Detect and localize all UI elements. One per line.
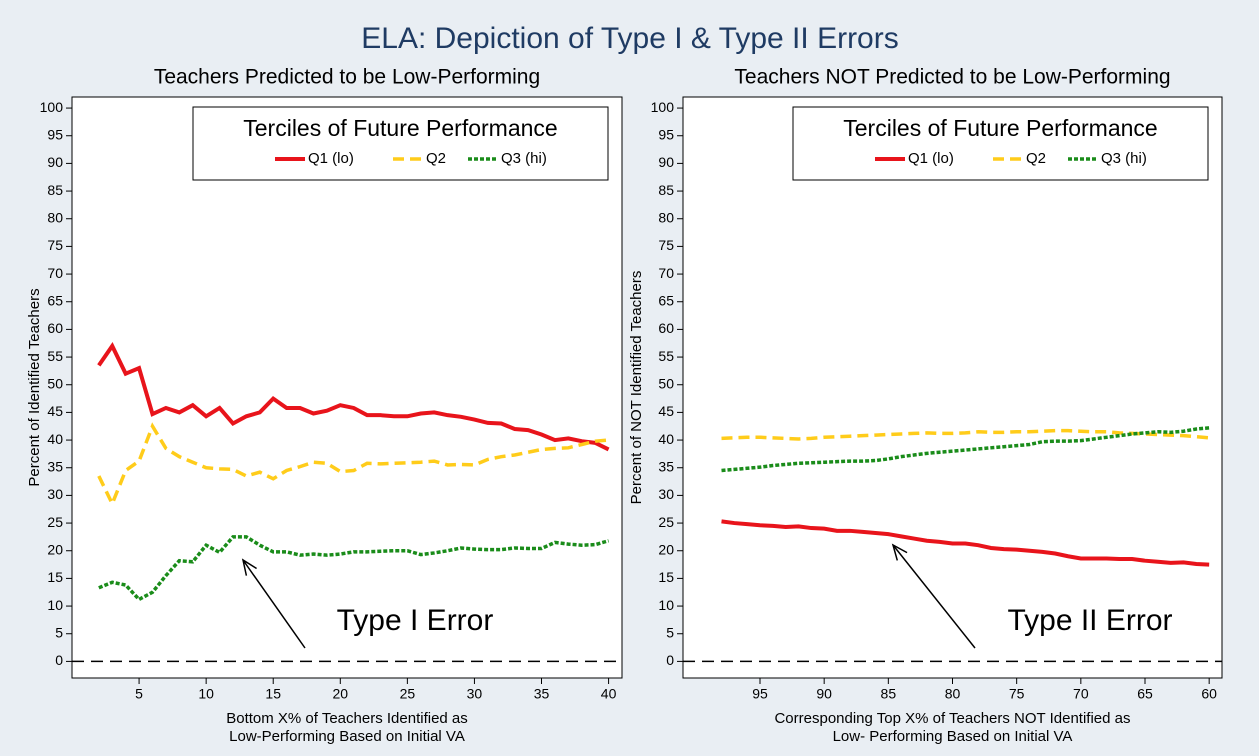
- y-axis-label: Percent of NOT Identified Teachers: [628, 271, 645, 505]
- x-tick-label: 80: [945, 686, 961, 702]
- x-axis-label: Bottom X% of Teachers Identified as: [226, 710, 468, 727]
- y-tick-label: 80: [658, 209, 674, 225]
- y-axis-label: Percent of Identified Teachers: [26, 288, 43, 486]
- y-tick-label: 40: [47, 431, 63, 447]
- x-tick-label: 40: [601, 686, 617, 702]
- annotation-arrowhead: [241, 558, 257, 576]
- x-tick-label: 75: [1009, 686, 1025, 702]
- series-line: [98, 535, 610, 602]
- legend-label: Q3 (hi): [501, 150, 547, 167]
- y-tick-label: 80: [47, 209, 63, 225]
- x-tick-label: 70: [1073, 686, 1089, 702]
- x-tick-label: 90: [816, 686, 832, 702]
- y-tick-label: 10: [47, 597, 63, 613]
- annotation-arrow: [892, 544, 976, 649]
- y-tick-label: 50: [658, 375, 674, 391]
- legend-label: Q3 (hi): [1101, 150, 1147, 167]
- legend-box: [192, 106, 609, 181]
- y-tick-label: 0: [55, 652, 63, 668]
- y-tick-label: 95: [47, 126, 63, 142]
- annotation-arrowhead: [891, 543, 908, 561]
- y-tick-label: 45: [47, 403, 63, 419]
- y-tick-label: 95: [658, 126, 674, 142]
- x-tick-label: 85: [881, 686, 897, 702]
- x-tick-label: 35: [534, 686, 550, 702]
- series-line: [97, 342, 610, 452]
- x-axis-label: Corresponding Top X% of Teachers NOT Ide…: [774, 710, 1130, 727]
- y-tick-label: 30: [658, 486, 674, 502]
- x-tick-label: 60: [1201, 686, 1217, 702]
- x-tick-label: 5: [135, 686, 143, 702]
- plot-area: [682, 96, 1223, 679]
- y-tick-label: 65: [47, 292, 63, 308]
- legend-label: Q1 (lo): [908, 150, 954, 167]
- y-tick-label: 15: [47, 569, 63, 585]
- y-tick-label: 60: [658, 320, 674, 336]
- y-tick-label: 30: [47, 486, 63, 502]
- y-tick-label: 55: [658, 348, 674, 364]
- legend-title: Terciles of Future Performance: [243, 115, 557, 141]
- y-tick-label: 65: [658, 292, 674, 308]
- plot-area: [71, 96, 623, 679]
- y-tick-label: 25: [47, 514, 63, 530]
- y-tick-label: 70: [47, 265, 63, 281]
- series-line: [721, 519, 1210, 567]
- x-tick-label: 10: [198, 686, 214, 702]
- y-tick-label: 75: [658, 237, 674, 253]
- x-tick-label: 65: [1137, 686, 1153, 702]
- x-tick-label: 20: [333, 686, 349, 702]
- series-line: [721, 426, 1210, 473]
- y-tick-label: 15: [658, 569, 674, 585]
- y-tick-label: 75: [47, 237, 63, 253]
- x-tick-label: 30: [467, 686, 483, 702]
- legend-box: [792, 106, 1209, 181]
- annotation: Type I Error: [337, 604, 494, 637]
- x-axis-label: Low-Performing Based on Initial VA: [229, 728, 465, 745]
- y-tick-label: 85: [47, 182, 63, 198]
- annotation-arrow: [242, 559, 306, 649]
- y-tick-label: 90: [47, 154, 63, 170]
- legend-label: Q1 (lo): [308, 150, 354, 167]
- y-tick-label: 85: [658, 182, 674, 198]
- legend-label: Q2: [1026, 150, 1046, 167]
- y-tick-label: 70: [658, 265, 674, 281]
- y-tick-label: 100: [651, 99, 675, 115]
- x-axis-label: Low- Performing Based on Initial VA: [833, 728, 1073, 745]
- y-tick-label: 20: [658, 541, 674, 557]
- x-tick-label: 15: [265, 686, 281, 702]
- figure-title: ELA: Depiction of Type I & Type II Error…: [361, 22, 898, 55]
- x-tick-label: 25: [400, 686, 416, 702]
- series-line: [97, 422, 609, 509]
- y-tick-label: 0: [666, 652, 674, 668]
- y-tick-label: 20: [47, 541, 63, 557]
- y-tick-label: 5: [666, 624, 674, 640]
- y-tick-label: 50: [47, 375, 63, 391]
- annotation: Type II Error: [1007, 604, 1172, 637]
- legend-title: Terciles of Future Performance: [843, 115, 1157, 141]
- panel-title: Teachers Predicted to be Low-Performing: [154, 66, 540, 89]
- y-tick-label: 5: [55, 624, 63, 640]
- y-tick-label: 60: [47, 320, 63, 336]
- y-tick-label: 10: [658, 597, 674, 613]
- y-tick-label: 35: [47, 458, 63, 474]
- series-line: [721, 428, 1210, 441]
- x-tick-label: 95: [752, 686, 768, 702]
- y-tick-label: 100: [40, 99, 64, 115]
- y-tick-label: 40: [658, 431, 674, 447]
- y-tick-label: 55: [47, 348, 63, 364]
- y-tick-label: 45: [658, 403, 674, 419]
- y-tick-label: 35: [658, 458, 674, 474]
- y-tick-label: 25: [658, 514, 674, 530]
- y-tick-label: 90: [658, 154, 674, 170]
- legend-label: Q2: [426, 150, 446, 167]
- panel-title: Teachers NOT Predicted to be Low-Perform…: [734, 66, 1170, 89]
